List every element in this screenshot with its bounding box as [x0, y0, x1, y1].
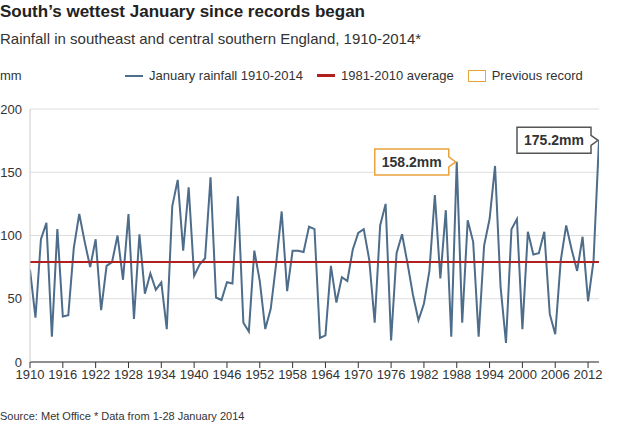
svg-text:200: 200 [8, 102, 22, 117]
svg-text:2012: 2012 [574, 367, 603, 382]
svg-text:2006: 2006 [541, 367, 570, 382]
svg-text:50: 50 [8, 291, 22, 306]
svg-text:1910: 1910 [15, 367, 45, 383]
html-text:South’s wettest January since: South’s wettest January since records be… [0, 2, 365, 21]
svg-text:1952: 1952 [245, 367, 274, 382]
svg-text:1922: 1922 [81, 367, 110, 382]
svg-text:1988: 1988 [442, 367, 471, 382]
svg-text:1994: 1994 [475, 367, 504, 382]
html-text:Rainfall in southeast and cent: Rainfall in southeast and central southe… [0, 30, 422, 47]
svg-text:1928: 1928 [114, 367, 143, 382]
svg-text:2000: 2000 [508, 367, 537, 382]
svg-text:1976: 1976 [377, 367, 406, 382]
svg-text:100: 100 [8, 228, 22, 243]
svg-text:1958: 1958 [278, 367, 307, 382]
svg-text:158.2mm: 158.2mm [382, 154, 442, 170]
html-text:1981-2010 average: 1981-2010 average [340, 68, 454, 83]
svg-text:1946: 1946 [213, 367, 242, 382]
svg-text:1916: 1916 [48, 367, 77, 382]
svg-text:1964: 1964 [311, 367, 340, 382]
svg-text:1934: 1934 [147, 367, 176, 382]
html-text:Previous record: Previous record [491, 68, 583, 83]
svg-text:150: 150 [8, 165, 22, 180]
svg-text:175.2mm: 175.2mm [524, 132, 584, 148]
html-text:January rainfall 1910-2014: January rainfall 1910-2014 [149, 68, 303, 83]
svg-text:1970: 1970 [344, 367, 373, 382]
svg-text:1982: 1982 [409, 367, 438, 382]
svg-text:1940: 1940 [180, 367, 209, 382]
html-text:Source: Met Office * Data from: Source: Met Office * Data from 1-28 Janu… [0, 410, 245, 422]
html-text:mm: mm [0, 68, 22, 83]
svg-text:0: 0 [15, 355, 22, 370]
